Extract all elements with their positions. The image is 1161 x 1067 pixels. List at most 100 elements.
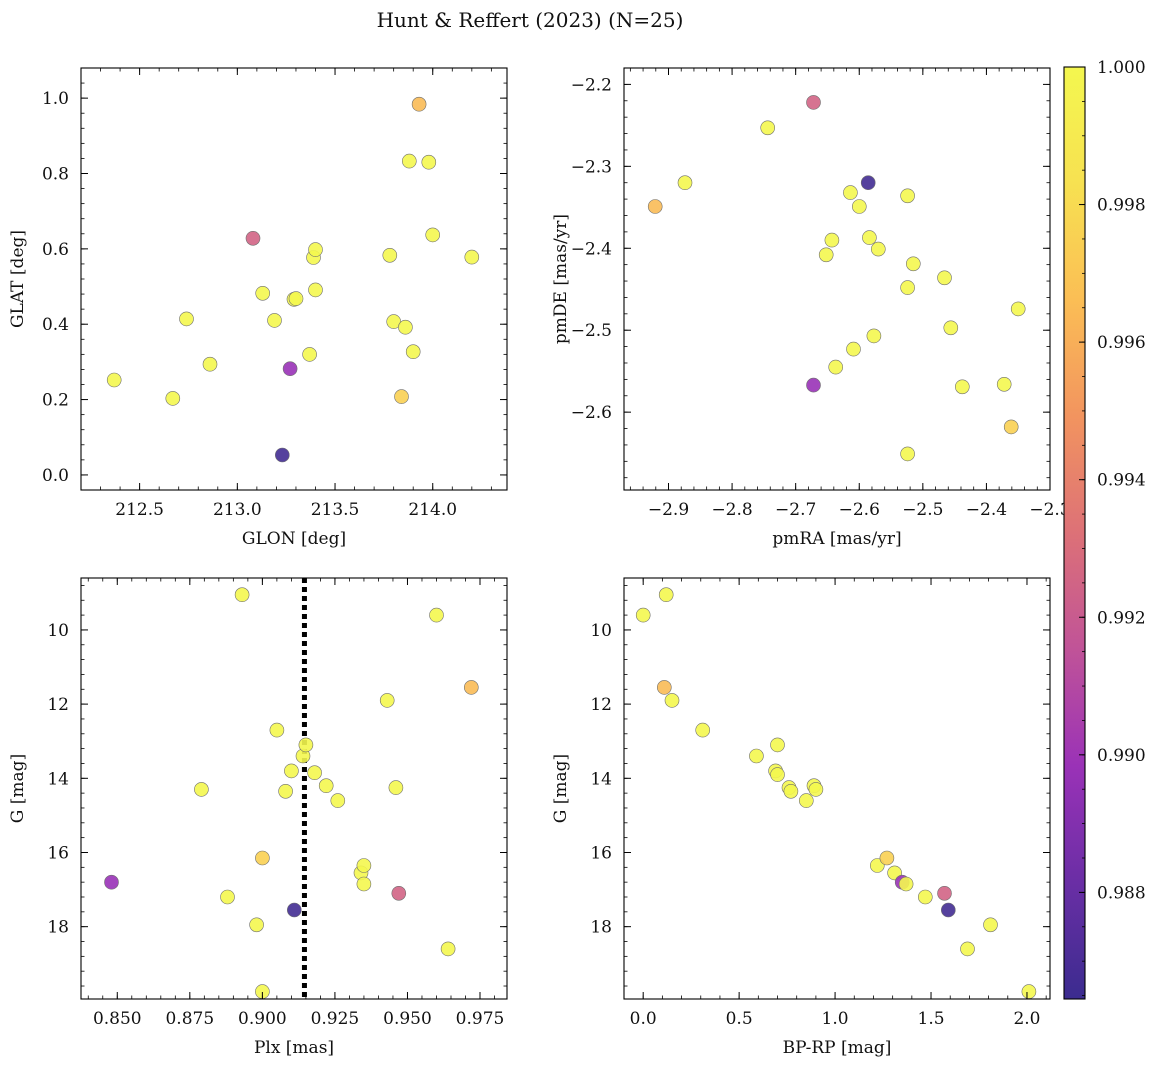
x-tick-label: −2.7: [775, 500, 816, 520]
data-point: [429, 607, 444, 623]
axes-frame: [80, 577, 508, 1000]
data-point: [898, 876, 914, 892]
x-tick-label: 0.875: [165, 1009, 214, 1029]
y-tick-label: −2.3: [571, 157, 612, 177]
y-tick-label: 14: [590, 769, 612, 789]
data-point: [937, 885, 952, 901]
y-axis-label: GLAT [deg]: [8, 230, 28, 328]
x-tick-label: 212.5: [115, 500, 164, 520]
data-point: [677, 175, 693, 190]
x-tick-label: −2.9: [648, 500, 689, 520]
data-point: [760, 120, 776, 136]
data-point: [255, 850, 270, 866]
data-point: [798, 793, 814, 808]
data-point: [302, 347, 317, 362]
data-point: [900, 446, 915, 462]
data-point: [905, 256, 921, 272]
data-point: [405, 344, 421, 360]
x-tick-label: 2.0: [1013, 1009, 1040, 1029]
data-point: [658, 587, 674, 603]
y-tick-label: −2.6: [571, 403, 612, 423]
colorbar-tick-label: 0.990: [1097, 746, 1146, 766]
colorbar-frame: [1063, 66, 1086, 1000]
x-tick-label: 0.5: [726, 1009, 753, 1029]
data-point: [267, 313, 282, 328]
y-tick-label: 14: [47, 769, 69, 789]
data-point: [647, 199, 663, 214]
data-point: [1010, 301, 1026, 317]
data-point: [879, 850, 895, 866]
colorbar-tick-label: 1.000: [1097, 58, 1146, 78]
data-point: [386, 314, 402, 329]
data-point: [382, 248, 398, 263]
x-tick-label: 0.925: [311, 1009, 360, 1029]
data-point: [843, 185, 858, 200]
data-point: [411, 96, 427, 112]
axes-frame: [623, 67, 1051, 491]
x-tick-label: 213.0: [213, 500, 262, 520]
data-point: [828, 359, 844, 375]
x-axis-label: GLON [deg]: [242, 529, 346, 549]
y-tick-label: 0.2: [42, 391, 69, 411]
data-point: [770, 737, 785, 753]
data-point: [635, 607, 651, 623]
data-point: [783, 783, 799, 799]
data-point: [846, 341, 861, 357]
panel-4: 0.0 0.5 1.0 1.5 2.0 10 12 14 16 18 BP-RP [mag] G [m…: [551, 577, 1051, 1058]
x-axis-label: BP-RP [mag]: [783, 1038, 892, 1058]
data-point: [943, 320, 959, 336]
x-tick-label: 0.975: [456, 1009, 505, 1029]
axis-ticks: 212.5 213.0 213.5 214.0 0.0 0.2 0.4 0.6 0.8 1.0: [42, 67, 507, 520]
data-point: [298, 737, 314, 753]
data-point: [269, 722, 285, 738]
points: [106, 96, 480, 463]
data-point: [401, 153, 417, 169]
colorbar-tick-label: 0.998: [1097, 196, 1146, 216]
figure-title: Hunt & Reffert (2023) (N=25): [377, 8, 684, 32]
colorbar-tick-label: 0.996: [1097, 333, 1146, 353]
y-tick-label: −2.5: [571, 321, 612, 341]
x-tick-label: 0.900: [238, 1009, 287, 1029]
panel-2: −2.9 −2.8 −2.7 −2.6 −2.5 −2.4 −2.3 −2.6 −2.5 −2.4…: [551, 67, 1071, 549]
x-axis-label: pmRA [mas/yr]: [772, 529, 901, 549]
points: [647, 95, 1026, 462]
y-tick-label: 10: [590, 621, 612, 641]
panel-1: 212.5 213.0 213.5 214.0 0.0 0.2 0.4 0.6 0.8 1.0 GL…: [8, 67, 508, 549]
data-point: [165, 391, 181, 406]
data-point: [656, 680, 672, 695]
data-point: [464, 249, 480, 265]
x-tick-label: 213.5: [311, 500, 360, 520]
data-point: [937, 270, 952, 286]
data-point: [664, 693, 680, 708]
y-tick-label: 0.4: [42, 315, 69, 335]
data-point: [808, 782, 824, 797]
data-point: [824, 232, 840, 248]
data-point: [806, 95, 821, 110]
colorbar-tick-label: 0.992: [1097, 608, 1146, 628]
data-point: [394, 389, 409, 404]
data-point: [379, 693, 395, 708]
data-point: [870, 241, 886, 257]
y-tick-label: 0.0: [42, 466, 69, 486]
y-tick-label: 10: [47, 621, 69, 641]
data-point: [282, 361, 298, 377]
points: [104, 587, 479, 999]
axes-frame: [80, 67, 508, 491]
axis-ticks: 0.850 0.875 0.900 0.925 0.950 0.975 10 12 14 16 18: [47, 578, 507, 1029]
y-tick-label: 0.6: [42, 240, 69, 260]
data-point: [388, 780, 404, 795]
data-point: [806, 377, 821, 393]
data-point: [202, 356, 218, 372]
axis-ticks: −2.9 −2.8 −2.7 −2.6 −2.5 −2.4 −2.3 −2.6 −2.5 −2.4…: [571, 67, 1071, 520]
data-point: [1003, 419, 1019, 435]
data-point: [900, 188, 915, 204]
data-point: [255, 285, 271, 301]
data-point: [286, 902, 302, 918]
colorbar: 0.988 0.990 0.992 0.994 0.996 0.998 1.000: [1063, 58, 1146, 1000]
data-point: [1021, 984, 1037, 999]
data-point: [288, 291, 304, 306]
data-point: [749, 748, 764, 764]
data-point: [249, 917, 264, 933]
x-tick-label: 0.850: [93, 1009, 142, 1029]
data-point: [862, 230, 877, 245]
